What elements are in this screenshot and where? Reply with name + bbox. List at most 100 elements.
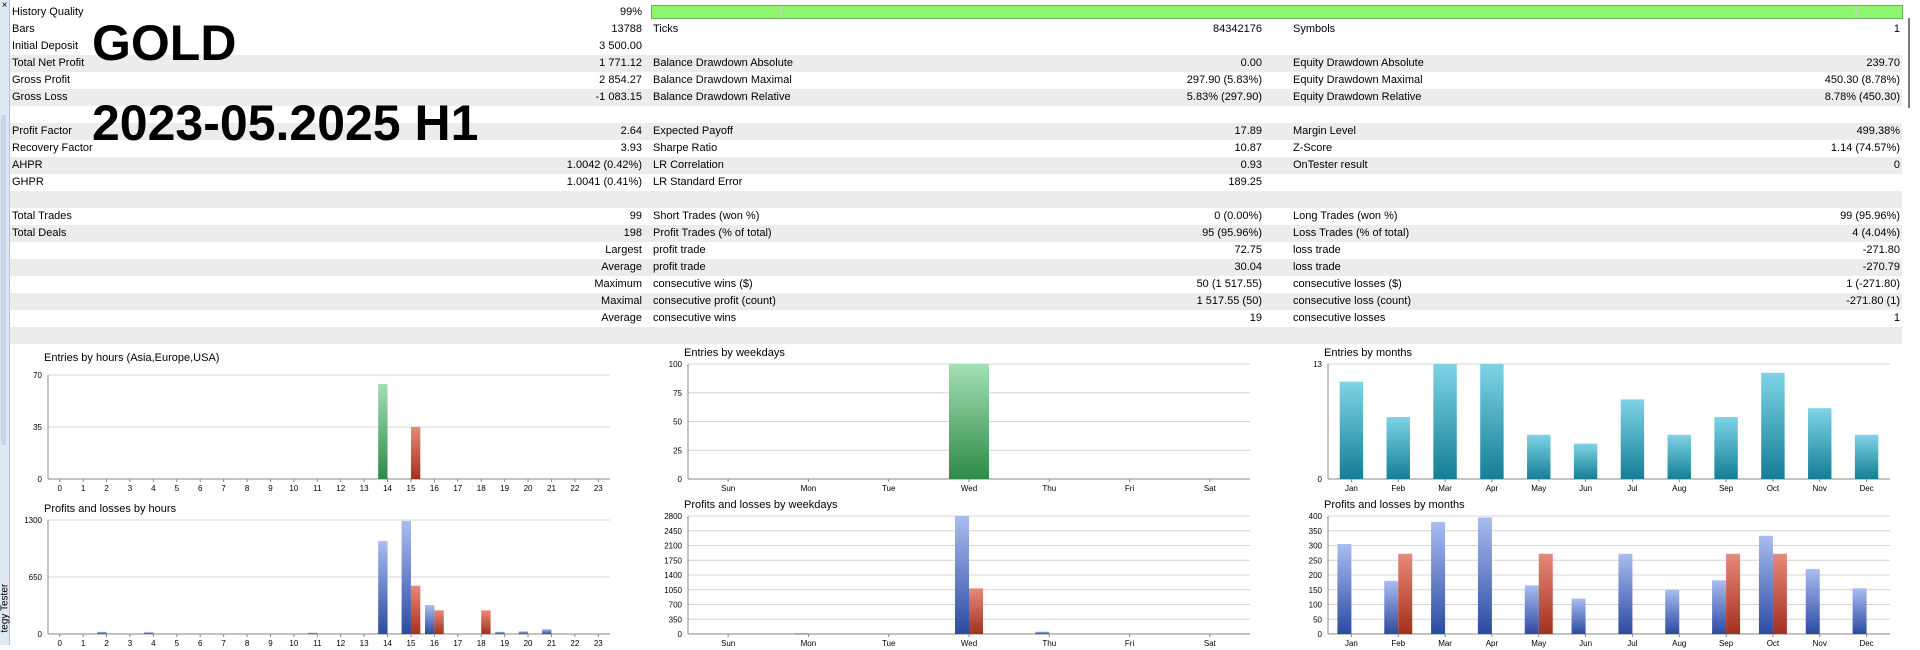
- stat-value: -271.80 (1): [1846, 295, 1900, 307]
- x-tick-label: Tue: [882, 484, 896, 493]
- stat-value: Maximum: [594, 278, 642, 290]
- bar-blue: [1524, 585, 1539, 634]
- stat-row: [10, 327, 1902, 344]
- stat-label: Loss Trades (% of total): [1293, 227, 1410, 239]
- y-tick-label: 1300: [24, 516, 42, 525]
- bar-red: [1538, 553, 1553, 634]
- history-quality-label: History Quality: [12, 6, 84, 18]
- bar-teal: [1573, 443, 1598, 479]
- scrollbar-thumb[interactable]: [1908, 18, 1910, 108]
- chart-svg: Profits and losses by weekdays 0 350 700 105…: [664, 499, 1250, 648]
- x-tick-label: 21: [547, 639, 556, 648]
- vertical-scrollbar[interactable]: [1906, 4, 1912, 334]
- stat-label: Ticks: [653, 23, 679, 35]
- y-tick-label: 25: [673, 446, 682, 455]
- stat-label: Total Trades: [12, 210, 72, 222]
- y-tick-label: 50: [673, 418, 682, 427]
- bar-teal: [1714, 417, 1738, 479]
- y-tick-label: 0: [678, 475, 683, 484]
- x-tick-label: 16: [430, 484, 439, 493]
- chart-svg: Entries by hours (Asia,Europe,USA)035700…: [33, 352, 610, 493]
- y-tick-label: 350: [1309, 527, 1323, 536]
- x-tick-label: 17: [453, 484, 462, 493]
- x-tick-label: Apr: [1486, 484, 1499, 493]
- y-tick-label: 650: [29, 573, 43, 582]
- y-tick-label: 400: [1309, 512, 1323, 521]
- x-tick-label: 22: [570, 484, 579, 493]
- bar-blue: [1431, 521, 1446, 634]
- panel-grip[interactable]: [1, 115, 6, 445]
- close-icon[interactable]: ×: [1, 0, 8, 11]
- x-tick-label: Wed: [961, 484, 977, 493]
- stat-label: profit trade: [653, 261, 706, 273]
- bar-blue: [1852, 588, 1867, 634]
- stat-value: 17.89: [1234, 125, 1262, 137]
- stat-label: consecutive wins: [653, 312, 737, 324]
- stat-label: Bars: [12, 23, 35, 35]
- stat-label: loss trade: [1293, 244, 1341, 256]
- stat-label: Total Net Profit: [12, 57, 85, 69]
- bar-red: [1398, 553, 1413, 634]
- bar-teal: [1480, 364, 1504, 479]
- chart-4: Profits and losses by weekdays 0 350 700 105…: [650, 498, 1270, 650]
- bar-red: [1772, 553, 1787, 634]
- strategy-tester-tab[interactable]: tegy Tester: [0, 583, 11, 633]
- x-tick-label: 23: [594, 639, 603, 648]
- stat-value: Average: [601, 261, 642, 273]
- stat-value: 1: [1893, 312, 1900, 324]
- bar-blue: [1337, 544, 1352, 634]
- stat-row: Average consecutive wins 19 consecutive los…: [10, 310, 1902, 327]
- bar-blue: [425, 605, 435, 634]
- y-tick-label: 75: [673, 389, 682, 398]
- stat-value: 0 (0.00%): [1214, 210, 1262, 222]
- chart-svg: Entries by weekdays 0 25 50 75 100 Sun Mon Tue We…: [669, 347, 1250, 493]
- stat-value: 5.83% (297.90): [1186, 91, 1262, 103]
- x-tick-label: 2: [104, 639, 109, 648]
- stat-row: Total Deals 198 Profit Trades (% of total)…: [10, 225, 1902, 242]
- y-tick-label: 350: [669, 615, 683, 624]
- x-tick-label: 14: [383, 484, 392, 493]
- stat-value: 3.93: [620, 142, 642, 154]
- bar-green: [378, 383, 388, 479]
- bar-teal: [1761, 372, 1785, 479]
- y-tick-label: 150: [1309, 586, 1323, 595]
- stat-value: Average: [601, 312, 642, 324]
- stat-label: LR Correlation: [653, 159, 724, 171]
- chart-svg: Profits and losses by months 0 50 100 150 200…: [1309, 499, 1890, 648]
- bar-teal: [1620, 399, 1645, 479]
- chart-5: Profits and losses by months 0 50 100 150 200…: [1290, 498, 1910, 650]
- stat-value: 10.87: [1234, 142, 1262, 154]
- history-quality-value: 99%: [619, 6, 642, 18]
- stat-row: AHPR 1.0042 (0.42%) LR Correlation 0.93 OnTe…: [10, 157, 1902, 174]
- stat-label: Profit Trades (% of total): [653, 227, 772, 239]
- stat-label: consecutive losses: [1293, 312, 1386, 324]
- stat-row: Initial Deposit 3 500.00: [10, 38, 1902, 55]
- stat-value: -271.80: [1862, 244, 1900, 256]
- y-tick-label: 1050: [664, 586, 682, 595]
- y-tick-label: 1400: [664, 571, 682, 580]
- stat-value: 239.70: [1866, 57, 1900, 69]
- x-tick-label: 9: [268, 484, 273, 493]
- stat-value: -1 083.15: [595, 91, 642, 103]
- x-tick-label: 3: [128, 639, 133, 648]
- bar-blue: [1618, 553, 1633, 634]
- stat-label: Short Trades (won %): [653, 210, 760, 222]
- x-tick-label: Feb: [1391, 484, 1405, 493]
- y-tick-label: 700: [669, 601, 683, 610]
- x-tick-label: 14: [383, 639, 392, 648]
- stat-value: 2 854.27: [599, 74, 642, 86]
- x-tick-label: 1: [81, 639, 86, 648]
- bar-blue: [1571, 598, 1586, 634]
- chart-3: Profits and losses by hours 0 650 1300 0 1 2 3 4…: [10, 498, 630, 650]
- stat-label: Equity Drawdown Absolute: [1293, 57, 1424, 69]
- stat-value: Largest: [605, 244, 642, 256]
- stat-row: Bars 13788 Ticks 84342176 Symbols 1: [10, 21, 1902, 38]
- stat-row: Maximal consecutive profit (count) 1 517.5…: [10, 293, 1902, 310]
- bar-blue: [955, 516, 969, 634]
- x-tick-label: 16: [430, 639, 439, 648]
- bar-red: [434, 610, 444, 634]
- x-tick-label: 3: [128, 484, 133, 493]
- bar-blue: [1477, 517, 1492, 634]
- x-tick-label: 11: [313, 484, 322, 493]
- bar-red: [410, 585, 421, 634]
